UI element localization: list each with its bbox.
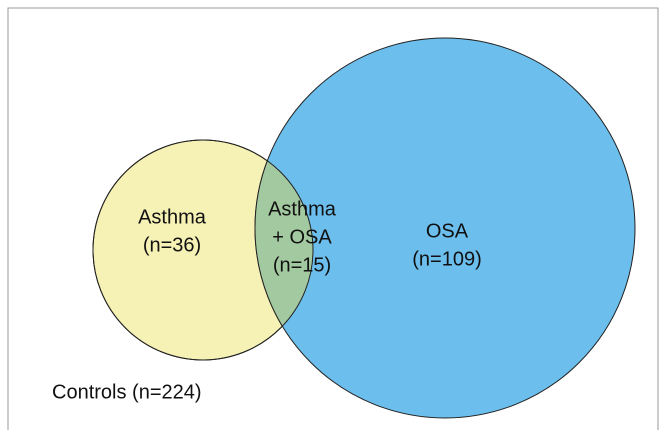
region-label: (n=36) bbox=[143, 234, 201, 256]
osa-outline bbox=[254, 140, 313, 360]
region-label: Asthma bbox=[268, 198, 337, 220]
asthma-outline bbox=[92, 139, 314, 361]
region-label: Asthma bbox=[138, 206, 207, 228]
controls-label: Controls (n=224) bbox=[52, 381, 202, 403]
region-label: (n=109) bbox=[412, 248, 482, 270]
region-label: + OSA bbox=[272, 226, 332, 248]
region-label: (n=15) bbox=[273, 254, 331, 276]
region-label: OSA bbox=[426, 220, 469, 242]
